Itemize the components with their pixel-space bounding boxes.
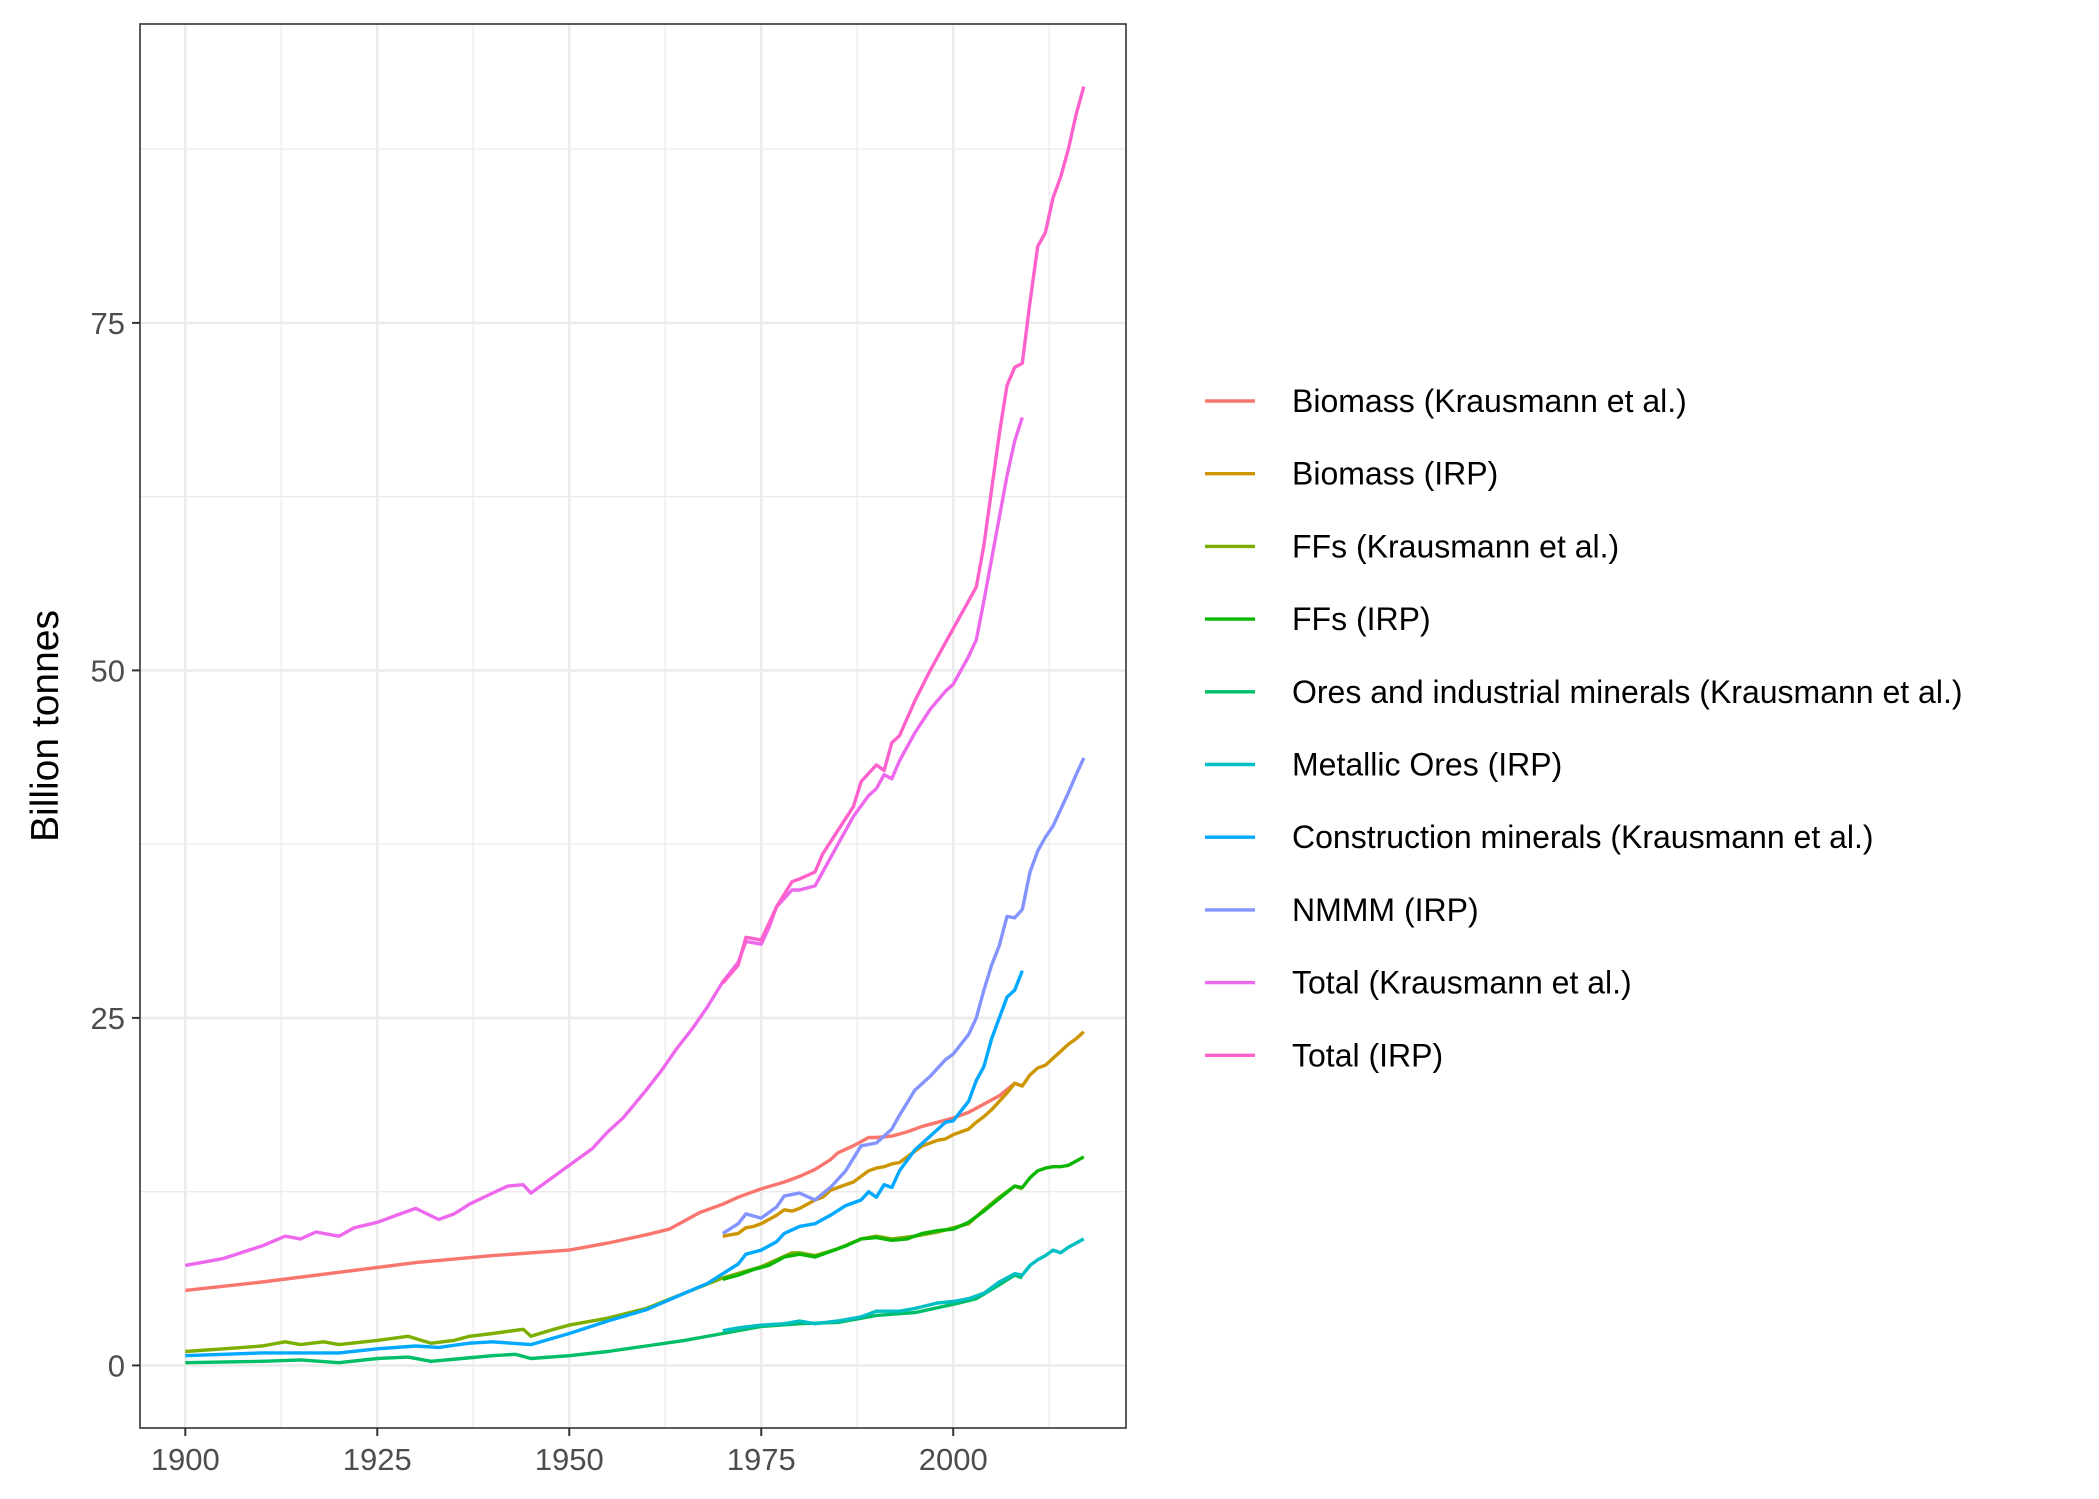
grid — [140, 24, 1126, 1428]
x-axis: 1900 1925 1950 1975 2000 — [151, 1428, 988, 1477]
x-tick-label: 1925 — [343, 1442, 412, 1477]
legend-label-1: Biomass (Krausmann et al.) — [1292, 383, 1687, 419]
y-tick-label: 75 — [91, 306, 125, 341]
x-tick-label: 1900 — [151, 1442, 220, 1477]
series-line-1 — [185, 1081, 1023, 1293]
x-tick-label: 1950 — [535, 1442, 604, 1477]
y-tick-label: 50 — [91, 653, 125, 688]
x-tick-label: 1975 — [727, 1442, 796, 1477]
legend-label-8: NMMM (IRP) — [1292, 892, 1479, 928]
legend-label-5: Ores and industrial minerals (Krausmann … — [1292, 674, 1963, 710]
legend-label-10: Total (IRP) — [1292, 1037, 1443, 1073]
legend: Biomass (Krausmann et al.) Biomass (IRP) F… — [1205, 383, 1963, 1073]
series-line-6 — [722, 1237, 1085, 1333]
legend-label-6: Metallic Ores (IRP) — [1292, 747, 1562, 783]
legend-label-9: Total (Krausmann et al.) — [1292, 965, 1632, 1001]
series-line-7 — [185, 970, 1024, 1358]
y-axis: 0 25 50 75 — [91, 306, 140, 1383]
series-lines — [184, 86, 1086, 1365]
legend-label-2: Biomass (IRP) — [1292, 456, 1498, 492]
y-tick-label: 0 — [108, 1348, 125, 1383]
y-axis-title: Billion tonnes — [24, 610, 67, 842]
series-line-5 — [185, 1273, 1023, 1365]
series-line-2 — [722, 1030, 1085, 1238]
series-line-4 — [722, 1155, 1085, 1281]
plot-panel — [140, 24, 1126, 1428]
series-line-8 — [721, 757, 1086, 1235]
y-tick-label: 25 — [91, 1001, 125, 1036]
legend-label-7: Construction minerals (Krausmann et al.) — [1292, 819, 1874, 855]
x-tick-label: 2000 — [919, 1442, 988, 1477]
panel-border — [139, 23, 1127, 1429]
legend-label-3: FFs (Krausmann et al.) — [1292, 528, 1619, 564]
legend-label-4: FFs (IRP) — [1292, 601, 1431, 637]
series-line-10 — [721, 86, 1086, 985]
